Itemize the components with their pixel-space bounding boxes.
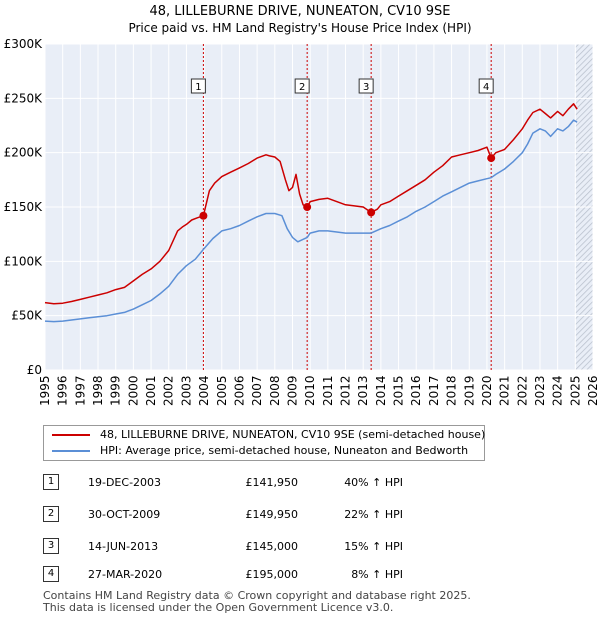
chart-subtitle: Price paid vs. HM Land Registry's House …	[128, 21, 471, 35]
transaction-hpi: 8% ↑ HPI	[351, 568, 403, 581]
sale-point	[199, 211, 208, 220]
transaction-price: £145,000	[245, 540, 299, 553]
hpi-line	[44, 119, 578, 323]
x-tick-label: 2000	[126, 375, 140, 406]
x-tick-label: 2018	[445, 375, 459, 406]
x-tick-label: 1998	[91, 375, 105, 406]
x-tick-label: 2002	[162, 375, 176, 406]
x-tick-label: 2004	[197, 375, 211, 406]
legend: 48, LILLEBURNE DRIVE, NUNEATON, CV10 9SE…	[43, 425, 485, 461]
sale-badge: 2	[294, 78, 310, 94]
x-tick-label: 2011	[321, 375, 335, 406]
transaction-price: £195,000	[245, 568, 299, 581]
sale-point	[303, 203, 312, 212]
y-tick-label: £50K	[11, 309, 43, 323]
x-tick-label: 2010	[303, 375, 317, 406]
sale-badge: 1	[190, 78, 206, 94]
x-tick-label: 2017	[427, 375, 441, 406]
x-tick-label: 2012	[339, 375, 353, 406]
x-tick-label: 2025	[568, 375, 582, 406]
x-tick-label: 2016	[409, 375, 423, 406]
x-tick-label: 2001	[144, 375, 158, 406]
x-tick-label: 2007	[250, 375, 264, 406]
x-tick-label: 2021	[498, 375, 512, 406]
legend-item-hpi: HPI: Average price, semi-detached house,…	[52, 443, 468, 459]
y-tick-label: £200K	[4, 146, 44, 160]
x-tick-label: 1999	[109, 375, 123, 406]
sale-badge-label: 2	[299, 82, 305, 93]
transaction-hpi: 22% ↑ HPI	[344, 508, 403, 521]
x-tick-label: 1997	[73, 375, 87, 406]
transaction-date: 27-MAR-2020	[88, 568, 163, 581]
chart-title: 48, LILLEBURNE DRIVE, NUNEATON, CV10 9SE	[150, 4, 451, 19]
x-tick-label: 2009	[285, 375, 299, 406]
x-tick-label: 1995	[38, 375, 52, 406]
x-tick-label: 2014	[374, 375, 388, 406]
x-tick-label: 2019	[462, 375, 476, 406]
transaction-number: 2	[43, 506, 59, 522]
legend-label-property: 48, LILLEBURNE DRIVE, NUNEATON, CV10 9SE…	[100, 428, 486, 441]
y-tick-label: £100K	[4, 254, 44, 268]
footer-licence: This data is licensed under the Open Gov…	[43, 601, 394, 614]
transaction-number: 4	[43, 566, 59, 582]
transaction-price: £149,950	[245, 508, 299, 521]
transaction-number: 3	[43, 538, 59, 554]
sale-badge: 3	[358, 78, 374, 94]
transaction-price: £141,950	[245, 476, 299, 489]
transaction-row: 1 19-DEC-2003 £141,950 40% ↑ HPI	[43, 474, 443, 492]
y-tick-label: £150K	[4, 200, 44, 214]
x-tick-label: 2022	[515, 375, 529, 406]
x-tick-label: 2026	[586, 375, 600, 406]
transaction-number: 1	[43, 474, 59, 490]
x-tick-label: 2008	[268, 375, 282, 406]
x-tick-label: 2023	[533, 375, 547, 406]
legend-item-property: 48, LILLEBURNE DRIVE, NUNEATON, CV10 9SE…	[52, 427, 485, 443]
y-tick-label: £300K	[4, 37, 44, 51]
x-tick-label: 2003	[179, 375, 193, 406]
price-chart: 48, LILLEBURNE DRIVE, NUNEATON, CV10 9SE…	[4, 4, 600, 406]
transaction-hpi: 15% ↑ HPI	[344, 540, 403, 553]
transaction-row: 4 27-MAR-2020 £195,000 8% ↑ HPI	[43, 566, 443, 584]
x-tick-label: 2005	[215, 375, 229, 406]
footer: Contains HM Land Registry data © Crown c…	[43, 590, 471, 614]
x-tick-label: 1996	[56, 375, 70, 406]
transaction-hpi: 40% ↑ HPI	[344, 476, 403, 489]
sale-badge-label: 1	[195, 82, 201, 93]
transaction-row: 3 14-JUN-2013 £145,000 15% ↑ HPI	[43, 538, 443, 556]
x-tick-label: 2015	[392, 375, 406, 406]
legend-label-hpi: HPI: Average price, semi-detached house,…	[100, 444, 469, 457]
x-tick-label: 2020	[480, 375, 494, 406]
transaction-date: 30-OCT-2009	[88, 508, 161, 521]
transaction-date: 19-DEC-2003	[88, 476, 162, 489]
x-tick-label: 2013	[356, 375, 370, 406]
sale-badge: 4	[478, 78, 494, 94]
y-tick-label: £0	[27, 363, 42, 377]
legend-swatch-property	[52, 434, 90, 436]
x-tick-label: 2024	[551, 375, 565, 406]
sale-point	[487, 154, 496, 163]
x-tick-label: 2006	[232, 375, 246, 406]
sale-badge-label: 4	[483, 82, 489, 93]
transaction-date: 14-JUN-2013	[88, 540, 159, 553]
sale-badge-label: 3	[363, 82, 369, 93]
legend-swatch-hpi	[52, 450, 90, 452]
transaction-row: 2 30-OCT-2009 £149,950 22% ↑ HPI	[43, 506, 443, 524]
sale-point	[367, 208, 376, 217]
y-tick-label: £250K	[4, 91, 44, 105]
footer-copyright: Contains HM Land Registry data © Crown c…	[43, 589, 471, 602]
